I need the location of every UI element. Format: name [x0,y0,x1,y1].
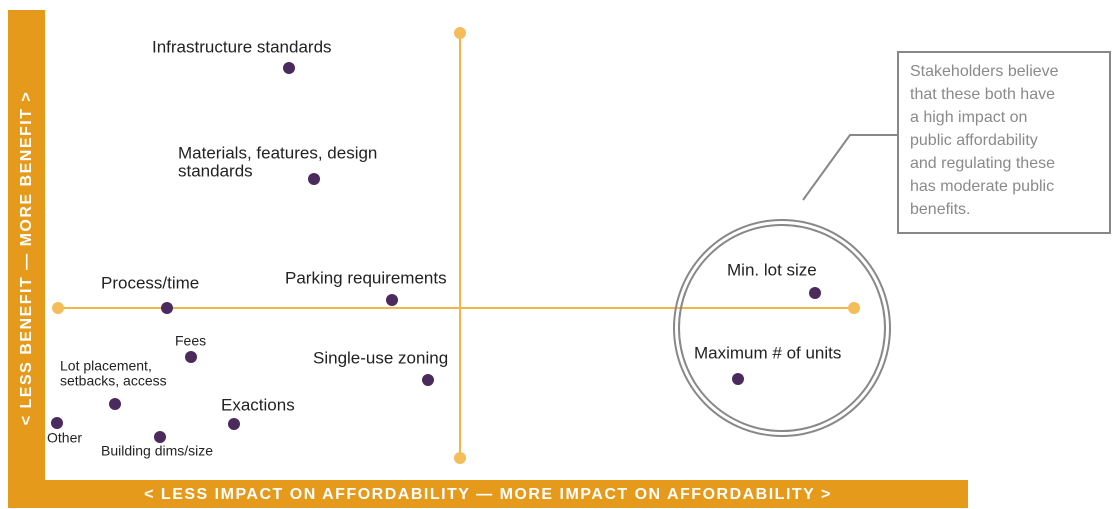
point-label: Parking requirements [285,268,447,287]
point-label: Materials, features, design [178,143,377,162]
point-label: Exactions [221,395,295,414]
point-label: standards [178,161,253,180]
callout-text: and regulating these [910,155,1055,172]
x-axis-label: < LESS IMPACT ON AFFORDABILITY — MORE IM… [144,486,832,503]
data-point [109,398,121,410]
highlight-circle [673,219,891,437]
data-point [228,418,240,430]
callout-text: has moderate public [910,178,1054,195]
data-point [283,62,295,74]
data-point [308,173,320,185]
data-point [51,417,63,429]
data-point [386,294,398,306]
axis-end [454,27,466,39]
data-point [809,287,821,299]
highlight-circle [678,224,886,432]
y-axis-bar [8,10,45,480]
point-label: Min. lot size [727,260,817,279]
point-label: Lot placement, [60,358,152,374]
callout-text: that these both have [910,86,1055,103]
data-point [732,373,744,385]
point-label: Process/time [101,273,199,292]
y-axis-label: < LESS BENEFIT — MORE BENEFIT > [18,91,35,426]
point-label: Single-use zoning [313,348,448,367]
point-label: Building dims/size [101,443,213,459]
data-point [185,351,197,363]
point-label: Maximum # of units [694,343,841,362]
callout-text: public affordability [910,132,1038,149]
axis-end [848,302,860,314]
data-point [422,374,434,386]
callout-text: Stakeholders believe [910,63,1059,80]
data-point [154,431,166,443]
data-point [161,302,173,314]
callout-connector [802,134,902,201]
callout-box [897,51,1111,234]
callout-text: a high impact on [910,109,1027,126]
point-label: setbacks, access [60,373,167,389]
axis-end [52,302,64,314]
callout-text: benefits. [910,201,970,218]
point-label: Infrastructure standards [152,37,332,56]
point-label: Fees [175,333,206,349]
axis-end [454,452,466,464]
point-label: Other [47,430,82,446]
x-axis-bar [8,480,968,508]
